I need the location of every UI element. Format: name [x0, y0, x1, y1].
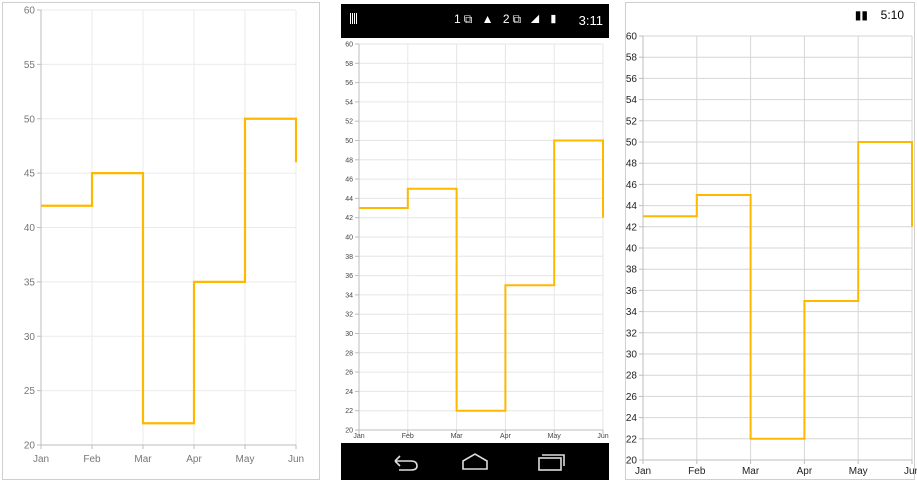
y-tick-label: 48	[626, 159, 638, 170]
y-tick-label: 50	[345, 138, 353, 145]
y-tick-label: 30	[24, 332, 36, 343]
y-tick-label: 38	[345, 254, 353, 261]
x-tick-label: Mar	[134, 454, 152, 465]
y-tick-label: 22	[345, 408, 353, 415]
y-tick-label: 26	[626, 392, 638, 403]
y-tick-label: 25	[24, 386, 36, 397]
status-time: 3:11	[578, 13, 603, 28]
y-tick-label: 54	[626, 95, 638, 106]
step-line-chart-android: 20 22 24 26 28 30 32 34 36 38 40 42 44 46 48 50 52 54 56 58…	[345, 41, 609, 440]
y-tick-label: 50	[626, 138, 638, 149]
y-tick-label: 44	[626, 201, 638, 212]
x-tick-label: Apr	[797, 466, 813, 477]
x-tick-label: Jan	[635, 466, 651, 477]
y-tick-label: 42	[345, 215, 353, 222]
x-tick-label: Mar	[742, 466, 760, 477]
chart-panel-ios: ▮▮ 5:10 20 22 24 26 28 30 32 34 36 38 40 42 44 46 48 50…	[625, 2, 917, 480]
y-tick-label: 52	[345, 119, 353, 126]
x-tick-label: May	[236, 454, 255, 465]
y-tick-label: 56	[626, 74, 638, 85]
y-tick-label: 42	[626, 222, 638, 233]
x-tick-label: May	[548, 433, 562, 440]
chart-panel-windows: 20 25 30 35 40 45 50 55 60 Jan Feb Mar Apr May Jun	[2, 2, 320, 480]
x-tick-label: Jun	[904, 466, 917, 477]
x-tick-label: Apr	[186, 454, 202, 465]
y-tick-label: 60	[626, 32, 638, 43]
x-tick-label: Feb	[688, 466, 706, 477]
y-tick-label: 40	[345, 234, 353, 241]
chart-panel-android: 1⧉ ▲ 2⧉ ◢ ▮ 3:11 20 22 24 26 28 30 32 34 36 38 40 4…	[341, 4, 609, 480]
x-tick-label: Jun	[288, 454, 304, 465]
home-icon[interactable]	[455, 449, 495, 473]
y-tick-label: 48	[345, 157, 353, 164]
step-line-chart-ios: 20 22 24 26 28 30 32 34 36 38 40 42 44 46 48 50 52 54 56 58…	[626, 32, 917, 478]
y-tick-label: 58	[626, 53, 638, 64]
step-line-series	[41, 117, 298, 425]
y-tick-label: 60	[345, 41, 353, 48]
x-tick-label: Feb	[83, 454, 101, 465]
y-tick-label: 50	[24, 114, 36, 125]
y-tick-label: 40	[24, 223, 36, 234]
x-tick-label: Apr	[500, 433, 512, 440]
y-tick-label: 45	[24, 169, 36, 180]
y-tick-label: 24	[345, 389, 353, 396]
x-tick-label: May	[849, 466, 868, 477]
y-tick-label: 26	[345, 370, 353, 377]
x-tick-label: Mar	[451, 433, 464, 440]
recent-apps-icon[interactable]	[531, 449, 571, 473]
step-line-series	[643, 141, 913, 440]
x-tick-label: Feb	[402, 433, 414, 440]
status-time: 5:10	[880, 8, 904, 22]
y-tick-label: 20	[626, 456, 638, 467]
sim-card-icon	[350, 13, 358, 24]
y-tick-label: 44	[345, 196, 353, 203]
x-tick-label: Jan	[353, 433, 364, 440]
y-tick-label: 52	[626, 116, 638, 127]
battery-icon: ▮▮	[854, 8, 868, 22]
y-tick-label: 32	[345, 312, 353, 319]
android-nav-bar	[341, 443, 609, 480]
step-line-chart-windows: 20 25 30 35 40 45 50 55 60 Jan Feb Mar Apr May Jun	[24, 6, 304, 466]
step-line-series	[359, 139, 604, 412]
y-tick-label: 34	[626, 307, 638, 318]
y-tick-label: 32	[626, 328, 638, 339]
x-tick-label: Jan	[33, 454, 49, 465]
y-tick-label: 46	[626, 180, 638, 191]
ios-status-bar: ▮▮ 5:10	[626, 3, 914, 29]
y-tick-label: 24	[626, 413, 638, 424]
y-tick-label: 30	[345, 331, 353, 338]
y-tick-label: 30	[626, 350, 638, 361]
y-tick-label: 38	[626, 265, 638, 276]
y-tick-label: 54	[345, 99, 353, 106]
y-tick-label: 35	[24, 277, 36, 288]
y-tick-label: 36	[626, 286, 638, 297]
y-tick-label: 20	[24, 441, 36, 452]
notification-icons: 1⧉ ▲ 2⧉ ◢ ▮	[454, 12, 561, 26]
y-tick-label: 34	[345, 292, 353, 299]
y-tick-label: 28	[626, 371, 638, 382]
y-tick-label: 20	[345, 427, 353, 434]
y-tick-label: 36	[345, 273, 353, 280]
android-status-bar: 1⧉ ▲ 2⧉ ◢ ▮ 3:11	[341, 4, 609, 38]
y-tick-label: 22	[626, 434, 638, 445]
y-tick-label: 40	[626, 244, 638, 255]
y-tick-label: 56	[345, 80, 353, 87]
back-icon[interactable]	[385, 449, 425, 473]
y-tick-label: 58	[345, 61, 353, 68]
x-tick-label: Jun	[597, 433, 608, 440]
y-tick-label: 28	[345, 350, 353, 357]
y-tick-label: 46	[345, 177, 353, 184]
y-tick-label: 60	[24, 6, 36, 17]
y-tick-label: 55	[24, 60, 36, 71]
